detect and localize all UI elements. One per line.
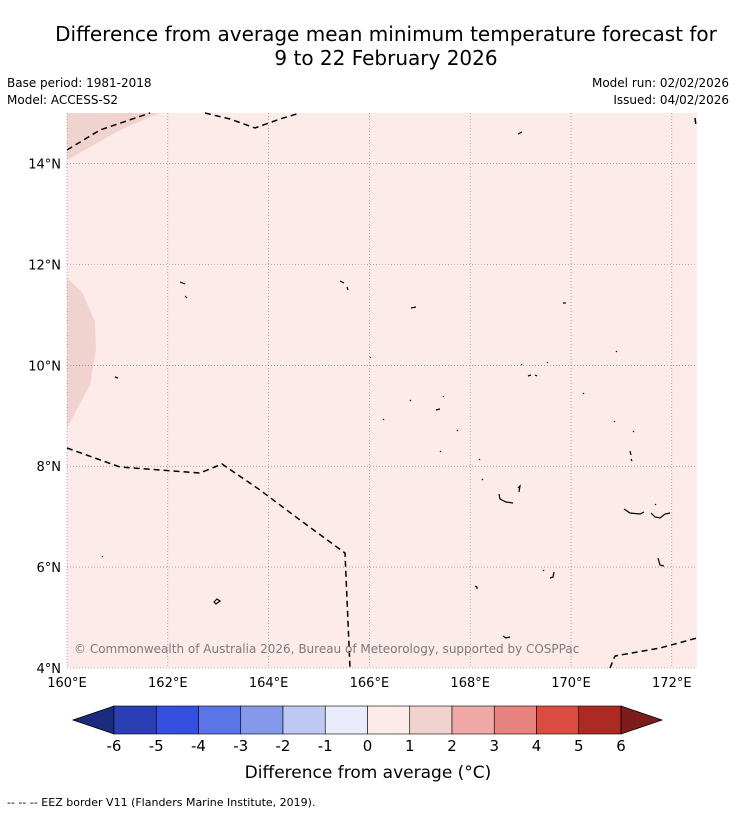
island	[213, 598, 222, 605]
eez-border-top	[204, 112, 301, 129]
longitude-tick-label: 166°E	[350, 676, 390, 691]
warm-anomaly-patch-left	[67, 278, 96, 428]
issued-date: Issued: 04/02/2026	[613, 93, 729, 107]
latitude-tick-label: 12°N	[28, 258, 61, 273]
meta-left: Base period: 1981-2018 Model: ACCESS-S2	[7, 75, 152, 109]
colorbar-under-arrow	[71, 705, 115, 735]
latitude-tick-label: 10°N	[28, 359, 61, 374]
colorbar-bin	[155, 705, 199, 735]
colorbar-tick-label: 2	[447, 737, 457, 755]
longitude-tick-label: 160°E	[47, 676, 87, 691]
island	[654, 503, 665, 567]
island	[520, 361, 549, 377]
eez-border-bottom-right	[609, 637, 698, 669]
model-run: Model run: 02/02/2026	[591, 76, 729, 90]
longitude-tick-label: 170°E	[551, 676, 591, 691]
longitude-tick-label: 164°E	[249, 676, 289, 691]
colorbar-tick-label: 4	[532, 737, 542, 755]
colorbar-bins	[113, 705, 622, 735]
base-period: Base period: 1981-2018	[7, 76, 152, 90]
model-name: Model: ACCESS-S2	[7, 93, 119, 107]
colorbar-label: Difference from average (°C)	[244, 763, 492, 783]
island	[179, 281, 188, 299]
island	[101, 555, 104, 558]
title-line-1: Difference from average mean minimum tem…	[55, 22, 717, 46]
latitude-tick-label: 6°N	[37, 561, 62, 576]
gridlines	[66, 113, 697, 669]
title-line-2: 9 to 22 February 2026	[274, 46, 498, 70]
island	[542, 569, 555, 579]
colorbar-tick-label: 3	[489, 737, 499, 755]
colorbar-bin	[240, 705, 284, 735]
latitude-tick-label: 14°N	[28, 157, 61, 172]
colorbar-tick-label: -6	[107, 737, 122, 755]
island	[114, 376, 119, 379]
longitude-tick-label: 162°E	[148, 676, 188, 691]
colorbar-tick-label: -5	[149, 737, 164, 755]
island	[382, 418, 459, 453]
colorbar-tick-label: 0	[363, 737, 373, 755]
meta-right: Model run: 02/02/2026 Issued: 04/02/2026	[592, 75, 729, 109]
eez-border-top-left	[66, 112, 151, 151]
eez-border-middle	[66, 447, 351, 669]
island	[623, 508, 645, 515]
longitude-tick-label: 172°E	[652, 676, 692, 691]
latitude-tick-label: 4°N	[37, 662, 62, 677]
colorbar-bin	[493, 705, 537, 735]
island	[410, 306, 417, 309]
colorbar-bin	[409, 705, 453, 735]
copyright-notice: © Commonwealth of Australia 2026, Bureau…	[74, 642, 579, 656]
colorbar-bin	[324, 705, 368, 735]
eez-border-top-right	[694, 117, 697, 127]
island	[502, 635, 511, 639]
colorbar-tick-label: -2	[276, 737, 291, 755]
colorbar-bin	[367, 705, 411, 735]
island	[517, 131, 523, 135]
colorbar-bin	[198, 705, 242, 735]
island	[478, 458, 521, 493]
colorbar-bin	[113, 705, 157, 735]
map-background	[67, 113, 697, 668]
colorbar: -6 -5 -4 -3 -2 -1 0 1 2 3 4 5 6	[71, 705, 664, 755]
map-title: Difference from average mean minimum tem…	[0, 22, 736, 70]
colorbar-tick-label: 5	[574, 737, 584, 755]
colorbar-bin	[282, 705, 326, 735]
island	[369, 356, 445, 411]
island	[498, 493, 514, 504]
latitude-labels: 4°N 6°N 8°N 10°N 12°N 14°N	[28, 157, 61, 677]
colorbar-tick-labels: -6 -5 -4 -3 -2 -1 0 1 2 3 4 5 6	[107, 737, 626, 755]
islands	[101, 131, 671, 639]
warm-anomaly-patch-top	[67, 113, 160, 160]
island	[650, 512, 671, 519]
colorbar-bin	[536, 705, 580, 735]
island	[582, 350, 635, 462]
colorbar-tick-label: -1	[318, 737, 333, 755]
colorbar-bin	[451, 705, 495, 735]
colorbar-bin	[578, 705, 622, 735]
colorbar-tick-label: -4	[191, 737, 206, 755]
colorbar-tick-label: -3	[233, 737, 248, 755]
latitude-tick-label: 8°N	[37, 460, 62, 475]
island	[339, 280, 349, 291]
island	[474, 585, 478, 589]
eez-legend-note: -- -- -- EEZ border V11 (Flanders Marine…	[7, 796, 316, 809]
map-figure: © Commonwealth of Australia 2026, Bureau…	[28, 112, 698, 755]
longitude-labels: 160°E 162°E 164°E 166°E 168°E 170°E 172°E	[47, 676, 691, 691]
colorbar-tick-label: 1	[405, 737, 415, 755]
colorbar-over-arrow	[620, 705, 664, 735]
longitude-tick-label: 168°E	[450, 676, 490, 691]
colorbar-tick-label: 6	[616, 737, 626, 755]
eez-borders	[66, 112, 698, 669]
